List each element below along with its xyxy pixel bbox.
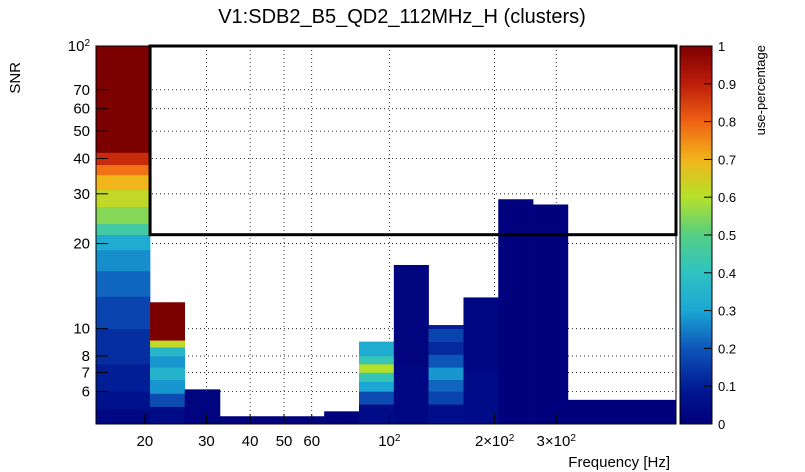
y-tick-label: 60 [73, 101, 90, 118]
color-scale-tick-label: 0.5 [718, 228, 736, 243]
x-tick-label: 40 [242, 433, 259, 450]
x-tick-label: 30 [198, 433, 215, 450]
color-scale-tick-label: 0.3 [718, 304, 736, 319]
heatmap-cell [150, 367, 186, 380]
heatmap-cell [359, 391, 395, 405]
heatmap-cell [150, 406, 186, 425]
highlight-box [148, 44, 678, 237]
chart-title: V1:SDB2_B5_QD2_112MHz_H (clusters) [218, 6, 586, 28]
heatmap-cell [96, 249, 151, 272]
heatmap-cell [150, 393, 186, 407]
heatmap-cell [359, 356, 395, 365]
y-tick-label: 6 [82, 383, 90, 400]
y-axis: 6 78 10 20 30 40 50 60 70 102 [68, 38, 108, 400]
heatmap-cell [150, 302, 186, 341]
plot-frame [95, 45, 677, 425]
heatmap-cell [96, 164, 151, 176]
heatmap-cell [428, 354, 464, 368]
x-tick-label: 50 [276, 433, 293, 450]
color-scale-tick-label: 1 [718, 39, 725, 54]
heatmap-cell [219, 416, 255, 425]
heatmap-cell [463, 372, 499, 425]
heatmap-cell [428, 404, 464, 425]
heatmap-cell [393, 363, 429, 425]
heatmap-cell [150, 356, 186, 368]
heatmap-cell [96, 234, 151, 251]
color-scale-label: use-percentage [753, 45, 768, 135]
heatmap-cell [96, 408, 151, 425]
heatmap-cell [150, 379, 186, 394]
heatmap-cell [324, 411, 360, 425]
y-axis-label: SNR [7, 62, 24, 94]
heatmap-cell [498, 199, 534, 425]
heatmap-cell [359, 341, 395, 357]
heatmap-cell [533, 204, 569, 425]
y-tick-label: 7 [82, 364, 90, 381]
heatmap-cell [96, 296, 151, 329]
heatmap-cell [96, 270, 151, 297]
y-tick-label: 10 [73, 321, 90, 338]
y-tick-label: 20 [73, 236, 90, 253]
heatmap-cell [96, 206, 151, 225]
color-scale-tick-label: 0.9 [718, 77, 736, 92]
x-tick-label: 60 [303, 433, 320, 450]
heatmap-cell [96, 189, 151, 208]
heatmap-cell [428, 328, 464, 342]
color-scale-axis: 0 0.1 0.2 0.3 0.4 0.5 0.6 0.7 0.8 0.9 1 [679, 39, 736, 432]
heatmap-cell [359, 381, 395, 392]
color-scale-tick-label: 0.8 [718, 115, 736, 130]
color-scale-tick-label: 0.4 [718, 266, 736, 281]
y-tick-label: 8 [82, 348, 90, 365]
heatmap-cell [150, 340, 186, 348]
heatmap-cell [567, 399, 677, 425]
y-tick-label: 70 [73, 82, 90, 99]
color-scale-tick-label: 0.7 [718, 152, 736, 167]
y-tick-label: 102 [68, 38, 91, 56]
heatmap-cell [428, 367, 464, 380]
x-tick-label: 102 [378, 433, 401, 451]
heatmap-cell [463, 297, 499, 373]
heatmap-cell [96, 174, 151, 191]
heatmap-cell [428, 391, 464, 405]
y-tick-label: 30 [73, 186, 90, 203]
heatmap-cell [289, 416, 325, 425]
heatmap-cell [96, 328, 151, 365]
heatmap-cell [359, 372, 395, 382]
heatmap-cell [150, 347, 186, 357]
heatmap-cell [393, 264, 429, 365]
color-scale-tick-label: 0.2 [718, 341, 736, 356]
heatmap-cell [359, 363, 395, 373]
x-tick-label: 3×102 [537, 433, 577, 451]
heatmap-cell [96, 391, 151, 410]
heatmap-cell [428, 325, 464, 329]
heatmap-cell [96, 46, 151, 153]
y-tick-label: 50 [73, 123, 90, 140]
color-scale-tick-label: 0.6 [718, 190, 736, 205]
heatmap-cell [428, 341, 464, 355]
heatmap-cell [184, 389, 221, 425]
color-scale-tick-label: 0 [718, 417, 725, 432]
heatmap-cell [96, 223, 151, 236]
y-tick-label: 40 [73, 150, 90, 167]
color-scale-tick-label: 0.1 [718, 379, 736, 394]
x-tick-label: 2×102 [475, 433, 515, 451]
heatmap-cell [359, 404, 395, 425]
x-axis: 20 30 40 50 60 102 2×102 3×102 [137, 414, 577, 451]
heatmap-cells [96, 46, 677, 425]
heatmap-cell [96, 152, 151, 166]
x-axis-label: Frequency [Hz] [568, 454, 670, 471]
heatmap-cell [254, 416, 290, 425]
heatmap-cell [96, 363, 151, 392]
heatmap-cell [428, 379, 464, 392]
x-tick-label: 20 [137, 433, 154, 450]
